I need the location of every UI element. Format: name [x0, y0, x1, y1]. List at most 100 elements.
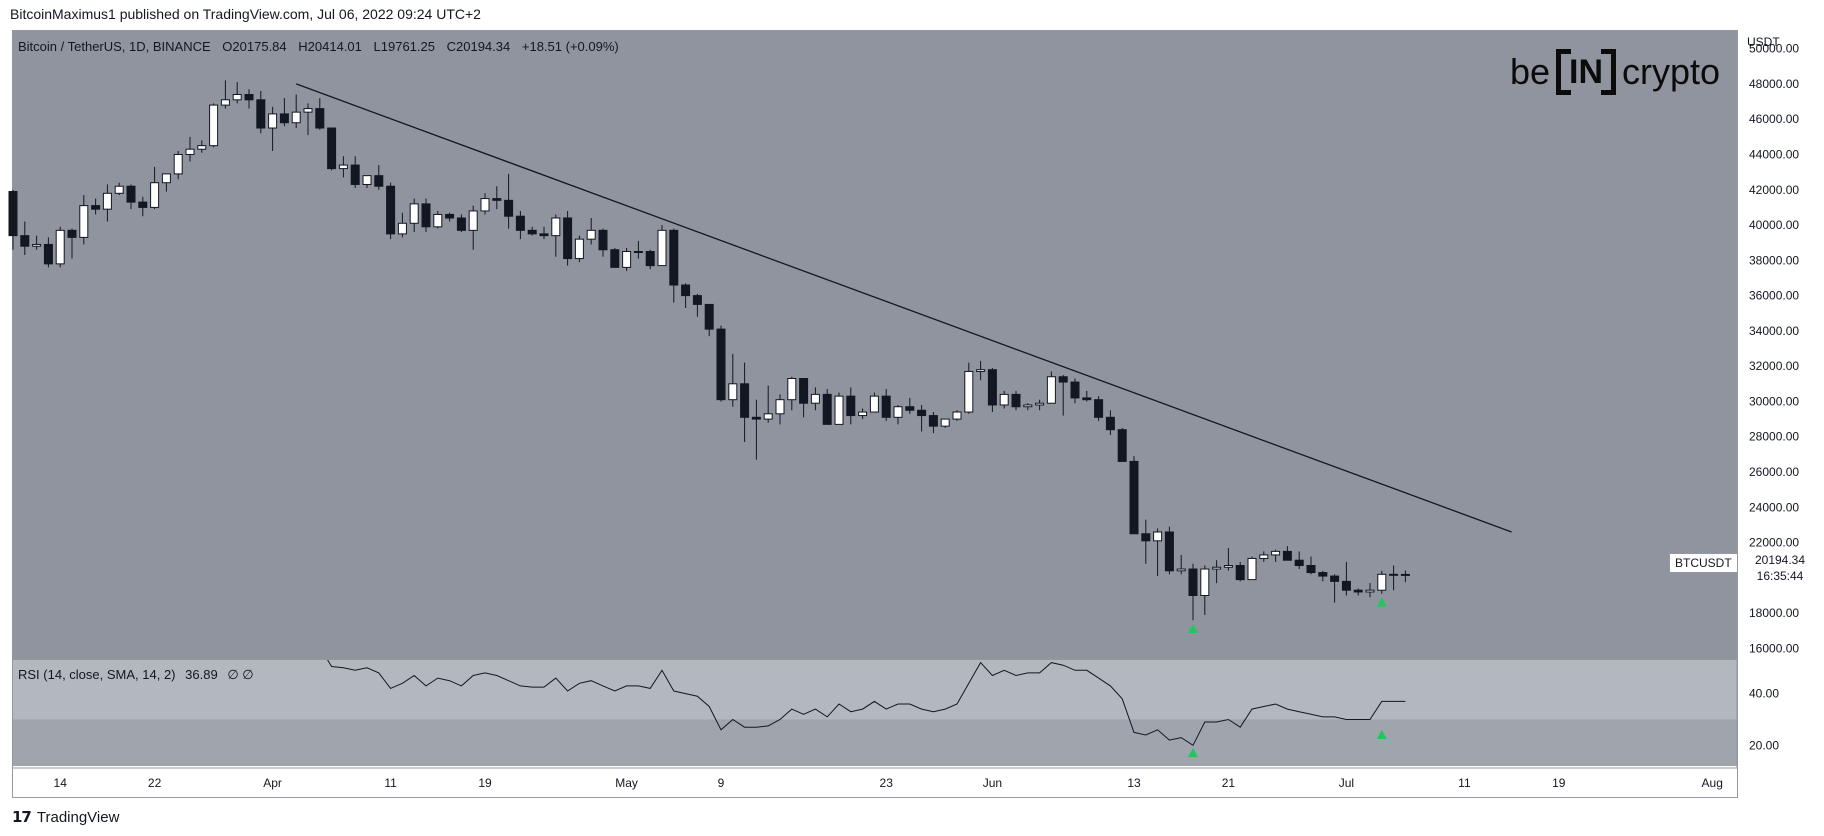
candle-up: [775, 394, 785, 425]
candle-body: [515, 215, 525, 231]
candle-up: [952, 410, 962, 421]
candle-body: [1341, 580, 1351, 591]
candle-up: [633, 240, 643, 259]
candle-up: [964, 362, 974, 414]
candle-body: [232, 94, 242, 101]
candle-body: [893, 406, 903, 418]
candle-down: [1318, 570, 1328, 582]
time-tick-label: Jun: [983, 776, 1002, 790]
candle-up: [291, 94, 301, 129]
candle-up: [185, 136, 195, 162]
candle-body: [291, 111, 301, 124]
ohlc-legend[interactable]: Bitcoin / TetherUS, 1D, BINANCE O20175.8…: [18, 39, 619, 54]
candle-body: [1035, 402, 1045, 406]
candle-body: [1353, 589, 1363, 593]
candle-body: [173, 153, 183, 175]
markers-layer: [1188, 597, 1387, 758]
candle-down: [244, 89, 254, 109]
candle-up: [893, 404, 903, 425]
green-triangle-marker: [1376, 597, 1387, 607]
candle-body: [421, 203, 431, 228]
candle-up: [1223, 547, 1233, 571]
candle-down: [1082, 390, 1092, 402]
candle-up: [787, 376, 797, 411]
candle-body: [622, 251, 632, 268]
candle-body: [268, 113, 278, 129]
logo-box: IN: [1556, 49, 1617, 95]
candle-up: [1259, 551, 1269, 562]
candle-body: [185, 148, 195, 155]
candle-body: [492, 198, 502, 201]
candle-body: [574, 238, 584, 260]
rsi-line: [327, 660, 1406, 747]
time-tick-label: 14: [54, 776, 68, 790]
footer[interactable]: 17 TradingView: [12, 808, 119, 826]
tradingview-brand[interactable]: TradingView: [36, 808, 120, 826]
candle-up: [940, 418, 950, 428]
price-tick-label: 22000.00: [1749, 536, 1799, 550]
candle-body: [79, 205, 89, 238]
low-label: L: [373, 39, 381, 54]
candle-body: [350, 164, 360, 185]
candle-down: [386, 182, 396, 240]
candle-down: [374, 165, 384, 190]
candle-down: [881, 389, 891, 421]
candle-down: [1011, 390, 1021, 411]
symbol-title[interactable]: Bitcoin / TetherUS, 1D, BINANCE: [18, 39, 211, 54]
rsi-legend[interactable]: RSI (14, close, SMA, 14, 2) 36.89 ∅ ∅: [18, 667, 254, 683]
candle-down: [822, 389, 832, 425]
candle-down: [928, 412, 938, 434]
candle-down: [492, 186, 502, 210]
candle-body: [480, 198, 490, 212]
candle-body: [1070, 381, 1080, 399]
candle-up: [468, 205, 478, 250]
candle-down: [504, 173, 514, 229]
candle-up: [1035, 399, 1045, 411]
candle-body: [433, 213, 443, 228]
high-label: H: [298, 39, 308, 54]
time-tick-label: 11: [384, 776, 397, 790]
candle-down: [1294, 551, 1304, 570]
candle-body: [1212, 566, 1222, 570]
candle-up: [763, 385, 773, 423]
high-value: 20414.01: [307, 39, 362, 54]
candle-body: [468, 210, 478, 231]
candle-up: [551, 214, 561, 257]
candle-down: [1188, 563, 1198, 621]
candle-up: [976, 360, 986, 381]
candle-down: [1129, 456, 1139, 535]
candle-body: [1282, 550, 1292, 561]
candle-up: [79, 195, 89, 245]
candle-body: [527, 229, 537, 235]
candle-down: [598, 228, 608, 257]
time-tick-label: May: [615, 776, 638, 790]
candle-body: [303, 108, 313, 113]
open-value: 20175.84: [232, 39, 287, 54]
candle-body: [1129, 460, 1139, 535]
candle-body: [905, 406, 915, 411]
candle-up: [1176, 554, 1186, 575]
candle-body: [67, 229, 77, 238]
price-tick-label: 16000.00: [1749, 641, 1799, 655]
rsi-tick-label: 40.00: [1749, 687, 1779, 701]
candle-body: [775, 399, 785, 415]
candle-body: [209, 104, 219, 147]
candle-up: [657, 225, 667, 267]
trendline-layer: [295, 83, 1512, 533]
rsi-title[interactable]: RSI (14, close, SMA, 14, 2): [18, 667, 176, 682]
close-value: 20194.34: [456, 39, 511, 54]
time-tick-label: Apr: [263, 776, 282, 790]
candle-up: [858, 408, 868, 420]
time-axis[interactable]: 14 22 Apr 11 19 May 9 23 Jun 13 21 Jul 11 19 Aug: [13, 767, 1737, 790]
candle-down: [563, 210, 573, 266]
price-tick-label: 34000.00: [1749, 324, 1799, 338]
rsi-layer: [327, 660, 1406, 747]
candle-up: [810, 387, 820, 411]
candle-body: [504, 199, 514, 217]
candle-body: [315, 108, 325, 129]
time-tick-label: 11: [1458, 776, 1471, 790]
candle-up: [433, 210, 443, 229]
candle-body: [799, 378, 809, 404]
price-tick-label: 24000.00: [1749, 500, 1799, 514]
